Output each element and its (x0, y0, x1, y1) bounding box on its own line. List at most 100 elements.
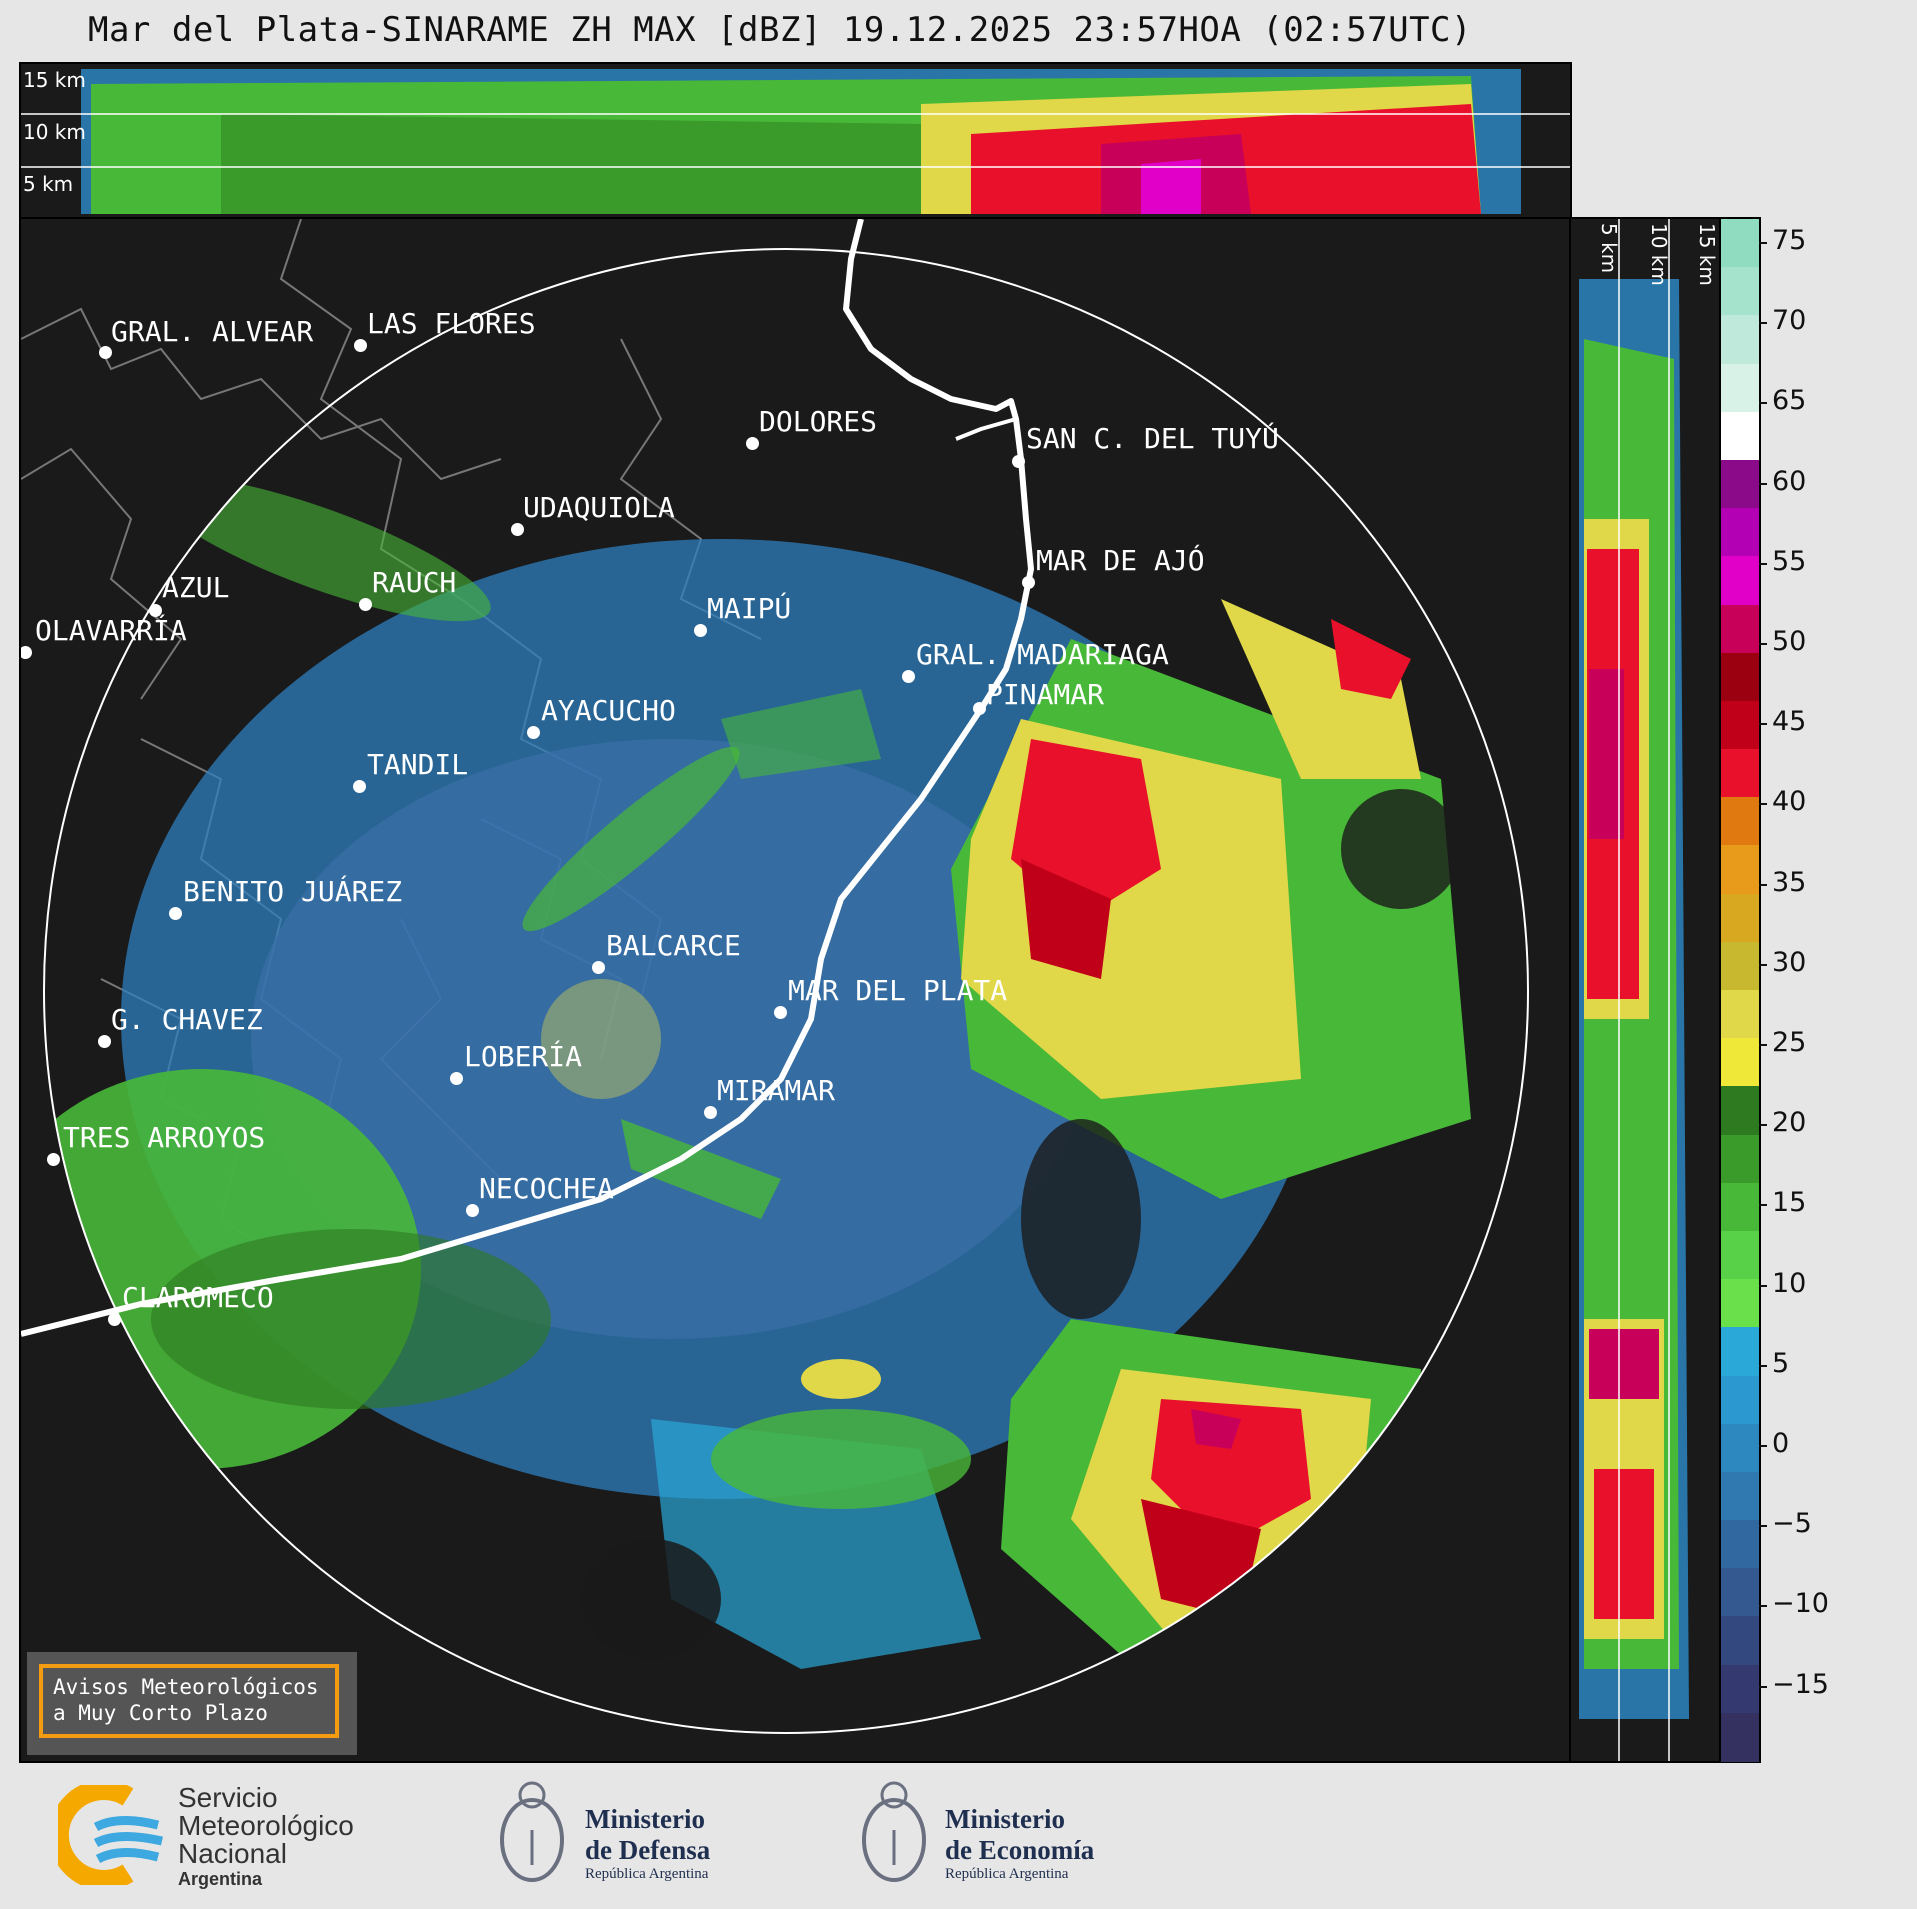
colorbar-tick (1759, 1445, 1767, 1447)
colorbar-segment (1721, 459, 1759, 509)
city-label-g-chavez: G. CHAVEZ (111, 1003, 263, 1036)
colorbar-tick-label: 30 (1772, 946, 1807, 978)
right-cross-section-plot (1579, 219, 1689, 1761)
economia-text: Ministerio de Economía República Argenti… (945, 1804, 1094, 1883)
defensa-line-1: Ministerio (585, 1804, 705, 1834)
colorbar-tick-label: 5 (1772, 1347, 1790, 1379)
colorbar-segment (1721, 315, 1759, 365)
city-dot-g-chavez (98, 1035, 111, 1048)
colorbar-segment (1721, 1375, 1759, 1425)
smn-line-2: Meteorológico (178, 1810, 354, 1841)
colorbar-tick (1759, 803, 1767, 806)
colorbar-segment (1721, 556, 1759, 605)
defensa-seal (494, 1770, 570, 1890)
city-dot-udaquiola (511, 523, 524, 536)
colorbar-tick-label: −15 (1772, 1668, 1829, 1700)
colorbar-segment (1721, 1327, 1759, 1376)
colorbar-tick (1759, 1605, 1767, 1608)
city-label-mar-de-ajo: MAR DE AJÓ (1036, 544, 1205, 577)
smn-line-1: Servicio (178, 1782, 278, 1813)
smn-logo-mark (48, 1780, 163, 1890)
city-dot-tandil (353, 780, 366, 793)
colorbar-tick-label: 15 (1772, 1187, 1807, 1219)
colorbar-tick-label: 35 (1772, 866, 1807, 898)
colorbar-tick (1759, 1685, 1767, 1688)
city-label-gral-alvear: GRAL. ALVEAR (111, 315, 314, 348)
city-label-tres-arroyos: TRES ARROYOS (63, 1121, 266, 1154)
city-dot-gral-madariaga (902, 670, 915, 683)
colorbar-segment (1721, 1279, 1759, 1328)
avisos-frame: Avisos Meteorológicos a Muy Corto Plazo (39, 1664, 339, 1738)
economia-line-1: Ministerio (945, 1804, 1065, 1834)
city-label-las-flores: LAS FLORES (367, 307, 536, 340)
city-label-ayacucho: AYACUCHO (541, 694, 676, 727)
city-dot-loberia (450, 1072, 463, 1085)
smn-line-3: Nacional (178, 1838, 287, 1869)
city-label-dolores: DOLORES (759, 405, 878, 438)
colorbar-tick (1759, 562, 1767, 565)
city-label-maipu: MAIPÚ (707, 592, 792, 625)
colorbar (1719, 217, 1761, 1763)
colorbar-segment (1721, 1568, 1759, 1617)
colorbar-tick (1759, 1044, 1767, 1046)
colorbar-tick (1759, 1364, 1767, 1367)
city-dot-san-clemente (1012, 455, 1025, 468)
colorbar-tick (1759, 1124, 1767, 1127)
colorbar-tick (1759, 963, 1767, 966)
colorbar-tick-label: 0 (1772, 1428, 1790, 1459)
avisos-box: Avisos Meteorológicos a Muy Corto Plazo (27, 1652, 357, 1755)
avisos-line-1: Avisos Meteorológicos (53, 1675, 319, 1699)
city-label-benito-juarez: BENITO JUÁREZ (183, 875, 403, 908)
colorbar-segment (1721, 1086, 1759, 1136)
colorbar-tick (1759, 643, 1767, 645)
city-label-miramar: MIRAMAR (717, 1074, 836, 1107)
colorbar-tick (1759, 1284, 1767, 1287)
colorbar-tick-label: 60 (1772, 465, 1807, 497)
smn-logo (48, 1780, 168, 1890)
avisos-line-2: a Muy Corto Plazo (53, 1701, 268, 1725)
colorbar-segment (1721, 652, 1759, 702)
city-label-udaquiola: UDAQUIOLA (523, 491, 675, 524)
colorbar-tick (1759, 242, 1767, 244)
colorbar-segment (1721, 1230, 1759, 1280)
colorbar-segment (1721, 749, 1759, 798)
colorbar-tick-label: 75 (1772, 225, 1807, 256)
colorbar-segment (1721, 1134, 1759, 1184)
colorbar-segment (1721, 990, 1759, 1039)
colorbar-tick-label: 20 (1772, 1107, 1807, 1139)
colorbar-tick-label: 65 (1772, 385, 1807, 417)
city-dot-necochea (466, 1204, 479, 1217)
city-dot-pinamar (973, 702, 986, 715)
city-label-mar-del-plata: MAR DEL PLATA (788, 974, 1008, 1007)
colorbar-tick (1759, 1204, 1767, 1207)
colorbar-tick (1759, 482, 1767, 485)
top-cross-section-panel: 15 km 10 km 5 km (19, 62, 1572, 220)
defensa-line-3: República Argentina (585, 1866, 709, 1882)
colorbar-tick (1759, 322, 1767, 325)
colorbar-segment (1721, 1520, 1759, 1569)
colorbar-segment (1721, 893, 1759, 943)
city-dot-olavarria (21, 646, 32, 659)
colorbar-tick-label: −10 (1772, 1588, 1829, 1620)
colorbar-segment (1721, 1664, 1759, 1714)
city-dot-mar-del-plata (774, 1006, 787, 1019)
colorbar-segment (1721, 1712, 1759, 1762)
radar-map (21, 219, 1529, 1734)
city-dot-claromeco (108, 1313, 121, 1326)
smn-line-4: Argentina (178, 1869, 263, 1889)
smn-text: Servicio Meteorológico Nacional Argentin… (178, 1784, 354, 1890)
city-label-azul: AZUL (162, 571, 230, 604)
economia-line-2: de Economía (945, 1835, 1095, 1865)
colorbar-segment (1721, 700, 1759, 750)
city-dot-mar-de-ajo (1022, 576, 1035, 589)
colorbar-tick-label: 55 (1772, 545, 1807, 577)
city-label-pinamar: PINAMAR (986, 678, 1105, 711)
city-dot-balcarce (592, 961, 605, 974)
radar-map-panel: GRAL. ALVEAR LAS FLORES DOLORES SAN C. D… (19, 217, 1571, 1763)
colorbar-tick (1759, 723, 1767, 726)
colorbar-tick-label: −5 (1772, 1508, 1812, 1540)
city-dot-benito-juarez (169, 907, 182, 920)
colorbar-segment (1721, 1471, 1759, 1521)
colorbar-tick-label: 45 (1772, 706, 1807, 738)
city-label-gral-madariaga: GRAL. MADARIAGA (916, 638, 1169, 671)
